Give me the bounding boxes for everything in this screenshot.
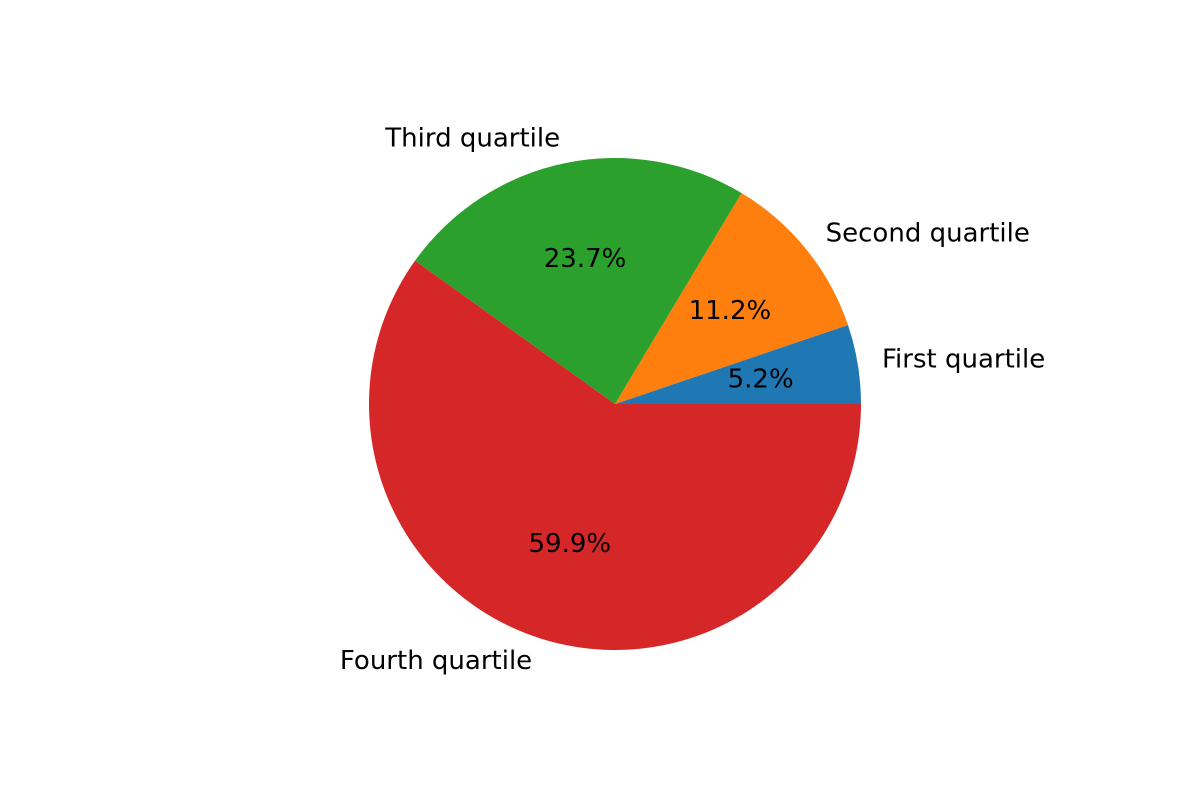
pie-slices xyxy=(368,158,861,651)
pie-slice-second-quartile xyxy=(615,193,848,404)
slice-label-third-quartile: Third quartile xyxy=(384,124,560,154)
pie-slice-first-quartile xyxy=(615,325,861,404)
pie-slice-third-quartile xyxy=(415,158,742,404)
slice-label-second-quartile: Second quartile xyxy=(826,219,1030,249)
slice-percent-first-quartile: 5.2% xyxy=(728,364,794,394)
slice-percent-third-quartile: 23.7% xyxy=(544,244,627,274)
slice-label-first-quartile: First quartile xyxy=(882,344,1045,374)
slice-percent-fourth-quartile: 59.9% xyxy=(529,529,612,559)
slice-label-fourth-quartile: Fourth quartile xyxy=(340,646,532,676)
pie-slice-fourth-quartile xyxy=(368,260,861,651)
slice-percent-second-quartile: 11.2% xyxy=(689,296,772,326)
pie-labels: First quartile 5.2% Second quartile 11.2% Th… xyxy=(340,124,1045,677)
